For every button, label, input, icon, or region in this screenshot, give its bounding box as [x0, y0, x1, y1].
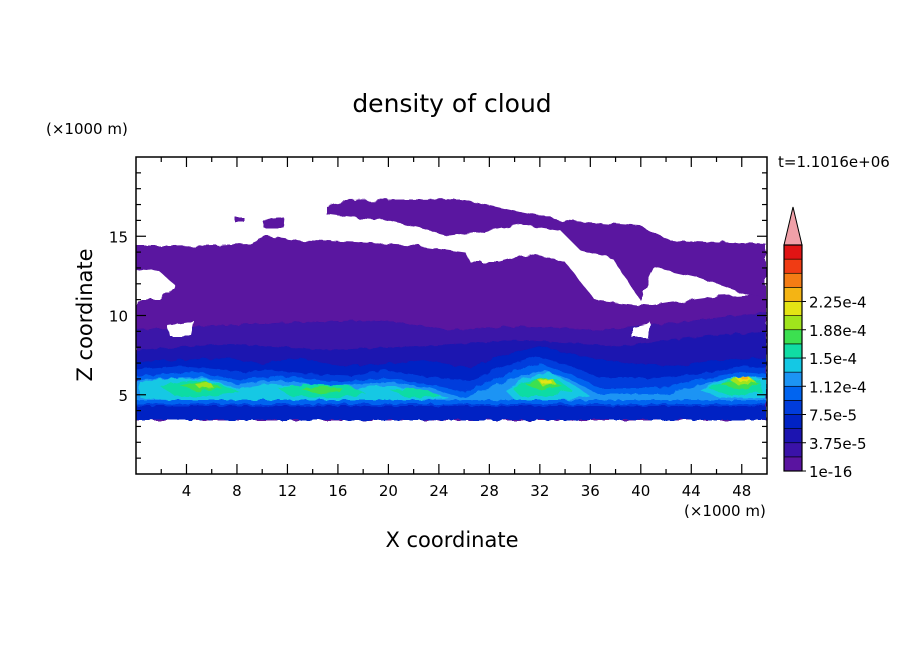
colorbar-tick-label: 1.5e-4	[809, 350, 857, 368]
colorbar-swatch	[783, 400, 803, 415]
cloud-speck-2	[262, 218, 285, 228]
x-tick-label: 44	[682, 482, 701, 500]
colorbar-swatch	[783, 329, 803, 345]
y-unit-label: (×1000 m)	[46, 120, 128, 138]
cloud-speck-1	[235, 217, 244, 222]
x-unit-label: (×1000 m)	[684, 502, 766, 520]
x-tick-label: 28	[480, 482, 499, 500]
colorbar-swatch	[783, 244, 803, 260]
colorbar-tick-label: 1.12e-4	[809, 378, 867, 396]
colorbar-swatch	[783, 371, 803, 387]
x-tick-label: 32	[530, 482, 549, 500]
colorbar: 1e-16 3.75e-5 7.5e-5 1.12e-4 1.5e-4 1.88e-4 2.…	[783, 206, 867, 481]
contour-level-12	[741, 376, 748, 380]
x-tick-label: 48	[732, 482, 751, 500]
colorbar-swatch	[783, 414, 803, 429]
x-tick-label: 8	[232, 482, 242, 500]
contour-field	[136, 199, 766, 420]
x-ticks: 4 8 12 16 20 24 28 32 36 40 44 48	[160, 157, 751, 500]
colorbar-tick-label: 1.88e-4	[809, 322, 867, 340]
contour-level-9	[180, 378, 760, 394]
cloud-hole-3	[632, 322, 650, 338]
y-tick-label: 15	[109, 228, 128, 246]
x-tick-label: 40	[631, 482, 650, 500]
contour-level-8	[160, 378, 762, 398]
y-ticks: 5 10 15	[109, 172, 767, 459]
colorbar-tick-label: 2.25e-4	[809, 294, 867, 312]
colorbar-swatch	[783, 272, 803, 288]
x-tick-label: 4	[182, 482, 192, 500]
cloud-hole-2	[168, 322, 195, 336]
colorbar-tick-label: 7.5e-5	[809, 407, 857, 425]
colorbar-swatch	[783, 357, 803, 373]
colorbar-swatch	[783, 301, 803, 316]
colorbar-swatch	[783, 258, 803, 274]
x-tick-label: 20	[379, 482, 398, 500]
colorbar-swatch	[783, 385, 803, 401]
colorbar-swatch	[783, 442, 803, 458]
cloud-hole-1	[136, 270, 175, 300]
colorbar-swatch	[783, 315, 803, 331]
x-tick-label: 16	[328, 482, 347, 500]
colorbar-extend-triangle	[783, 206, 803, 246]
colorbar-tick-label: 1e-16	[809, 463, 852, 481]
colorbar-swatch	[783, 343, 803, 359]
colorbar-tick-label: 3.75e-5	[809, 435, 867, 453]
x-tick-label: 36	[581, 482, 600, 500]
colorbar-swatch	[783, 287, 803, 302]
contour-base-layer	[136, 406, 766, 420]
colorbar-swatch	[783, 428, 803, 444]
contour-upper-sheet	[326, 199, 766, 300]
x-axis-label: X coordinate	[385, 528, 518, 552]
chart-title: density of cloud	[352, 89, 551, 118]
x-tick-label: 12	[278, 482, 297, 500]
colorbar-swatch	[783, 456, 803, 472]
time-label: t=1.1016e+06	[778, 153, 890, 171]
x-tick-label: 24	[429, 482, 448, 500]
y-axis-label: Z coordinate	[73, 248, 97, 381]
y-tick-label: 10	[109, 308, 128, 326]
y-tick-label: 5	[118, 387, 128, 405]
